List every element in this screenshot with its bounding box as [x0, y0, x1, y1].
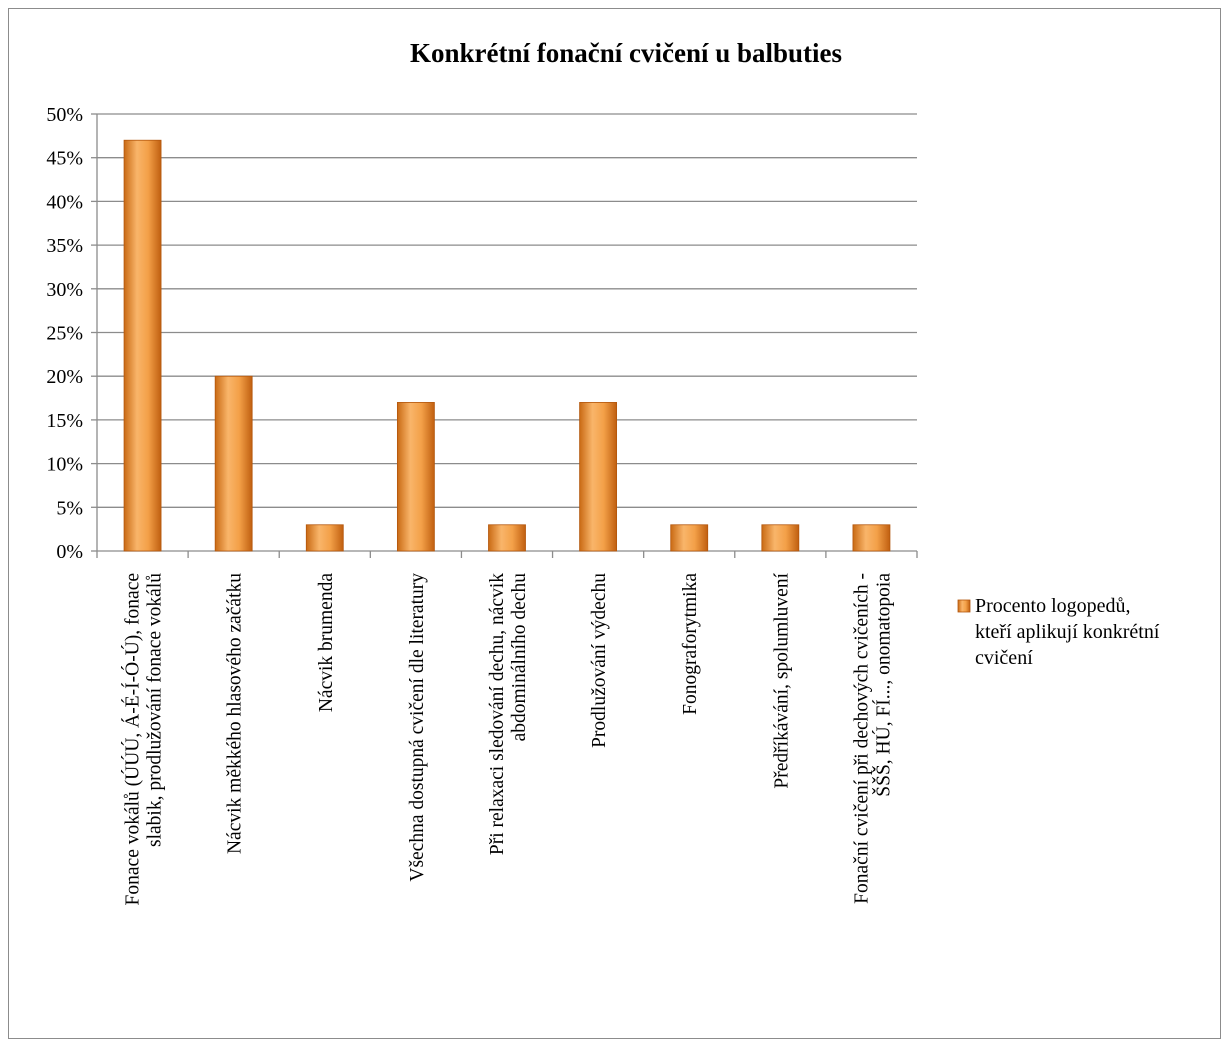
y-tick-label: 40%	[46, 191, 83, 213]
y-tick-label: 50%	[46, 104, 83, 126]
y-tick-label: 5%	[56, 497, 83, 519]
x-category-label: Fonační cvičení při dechových cvičeních …	[851, 573, 872, 904]
bar	[670, 524, 709, 552]
x-category-label: Fonograforytmika	[680, 573, 701, 715]
x-category-label: Fonace vokálů (ÚÚÚ, Á-É-Í-Ó-Ú), fonace	[122, 573, 144, 905]
chart-title: Konkrétní fonační cvičení u balbuties	[410, 38, 842, 68]
y-tick-label: 35%	[46, 235, 83, 257]
legend: Procento logopedů, kteří aplikují konkrét…	[957, 595, 1160, 669]
x-category-label: abdominálního dechu	[509, 573, 530, 742]
y-tick-label: 45%	[46, 148, 83, 170]
bar	[488, 524, 526, 552]
bar	[852, 524, 891, 552]
x-category-label: slabik, prodlužování fonace vokálů	[145, 573, 166, 847]
bar	[396, 402, 435, 552]
legend-swatch	[957, 599, 971, 613]
x-category-label: Předříkávání, spolumluvení	[771, 572, 792, 788]
x-category-label: Při relaxaci sledování dechu, nácvik	[487, 573, 508, 855]
x-category-label: Nácvik měkkého hlasového začátku	[225, 573, 246, 854]
legend-label: cvičení	[975, 647, 1033, 669]
bar	[305, 524, 344, 552]
legend-label: kteří aplikují konkrétní	[975, 621, 1160, 643]
y-tick-labels: 0% 5% 10% 15% 20% 25% 30% 35% 40% 45% 50%	[46, 104, 83, 563]
y-tick-label: 15%	[46, 410, 83, 432]
x-category-label: Nácvik brumenda	[316, 573, 337, 713]
y-tick-label: 20%	[46, 366, 83, 388]
bar	[214, 375, 253, 552]
bar	[579, 402, 618, 552]
y-tick-label: 30%	[46, 279, 83, 301]
y-tick-label: 10%	[46, 454, 83, 476]
bar	[123, 139, 162, 552]
x-category-label: Prodlužování výdechu	[589, 573, 610, 748]
bars	[123, 139, 891, 552]
bar	[761, 524, 800, 552]
legend-label: Procento logopedů,	[975, 595, 1131, 617]
y-tick-label: 25%	[46, 323, 83, 345]
x-category-label: ŠŠŠ, HÚ, FÍ..., onomatopoia	[872, 573, 894, 797]
y-tick-label: 0%	[56, 541, 83, 563]
x-category-labels: Fonace vokálů (ÚÚÚ, Á-É-Í-Ó-Ú), fonace sl…	[122, 572, 895, 905]
x-category-label: Všechna dostupná cvičení dle literatury	[407, 573, 428, 882]
